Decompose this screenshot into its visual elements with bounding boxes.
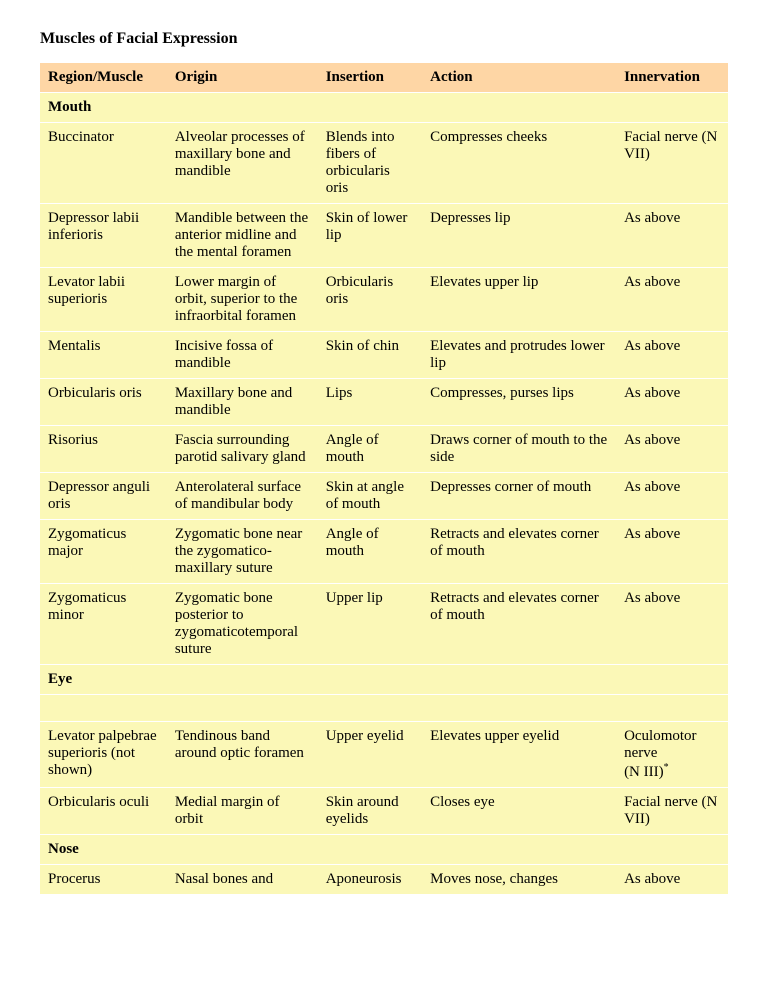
cell-origin: Lower margin of orbit, superior to the i…: [167, 268, 318, 331]
cell-muscle: Zygomaticus major: [40, 520, 167, 583]
cell-insertion: Orbicularis oris: [318, 268, 422, 331]
page-title: Muscles of Facial Expression: [40, 30, 728, 48]
table-row: Zygomaticus minor Zygomatic bone posteri…: [40, 584, 728, 664]
cell-origin: Nasal bones and: [167, 865, 318, 894]
cell-action: Compresses, purses lips: [422, 379, 616, 425]
cell-insertion: Blends into fibers of orbicularis oris: [318, 123, 422, 203]
cell-innervation: As above: [616, 584, 728, 664]
cell-action: Retracts and elevates corner of mouth: [422, 584, 616, 664]
table-row: Mentalis Incisive fossa of mandible Skin…: [40, 332, 728, 378]
col-header-origin: Origin: [167, 63, 318, 92]
col-header-innervation: Innervation: [616, 63, 728, 92]
cell-insertion: Upper eyelid: [318, 722, 422, 787]
cell-action: Elevates upper lip: [422, 268, 616, 331]
table-row: Zygomaticus major Zygomatic bone near th…: [40, 520, 728, 583]
section-mouth: Mouth: [40, 93, 728, 122]
cell-origin: Anterolateral surface of mandibular body: [167, 473, 318, 519]
col-header-insertion: Insertion: [318, 63, 422, 92]
cell-origin: Zygomatic bone near the zygomatico-maxil…: [167, 520, 318, 583]
section-label: Mouth: [40, 93, 728, 122]
cell-innervation: Oculomotor nerve(N III)*: [616, 722, 728, 787]
cell-innervation: As above: [616, 473, 728, 519]
cell-muscle: Orbicularis oculi: [40, 788, 167, 834]
cell-origin: Tendinous band around optic foramen: [167, 722, 318, 787]
cell-innervation: Facial nerve (N VII): [616, 788, 728, 834]
cell-muscle: Zygomaticus minor: [40, 584, 167, 664]
table-row: Procerus Nasal bones and Aponeurosis Mov…: [40, 865, 728, 894]
cell-action: Elevates and protrudes lower lip: [422, 332, 616, 378]
table-row: Orbicularis oris Maxillary bone and mand…: [40, 379, 728, 425]
cell-innervation: As above: [616, 379, 728, 425]
cell-muscle: Depressor labii inferioris: [40, 204, 167, 267]
cell-muscle: Levator labii superioris: [40, 268, 167, 331]
cell-muscle: Procerus: [40, 865, 167, 894]
footnote-marker: *: [664, 762, 669, 773]
cell-innervation: As above: [616, 520, 728, 583]
cell-muscle: Depressor anguli oris: [40, 473, 167, 519]
table-row: Levator labii superioris Lower margin of…: [40, 268, 728, 331]
cell-action: Compresses cheeks: [422, 123, 616, 203]
cell-insertion: Skin of lower lip: [318, 204, 422, 267]
cell-origin: Alveolar processes of maxillary bone and…: [167, 123, 318, 203]
cell-muscle: Mentalis: [40, 332, 167, 378]
table-row: Levator palpebrae superioris (not shown)…: [40, 722, 728, 787]
cell-action: Retracts and elevates corner of mouth: [422, 520, 616, 583]
cell-action: Depresses lip: [422, 204, 616, 267]
table-row: Risorius Fascia surrounding parotid sali…: [40, 426, 728, 472]
cell-innervation: As above: [616, 426, 728, 472]
table-row: Depressor labii inferioris Mandible betw…: [40, 204, 728, 267]
cell-origin: Zygomatic bone posterior to zygomaticote…: [167, 584, 318, 664]
section-label: Nose: [40, 835, 728, 864]
muscles-table: Region/Muscle Origin Insertion Action In…: [40, 62, 728, 895]
cell-innervation: Facial nerve (N VII): [616, 123, 728, 203]
cell-origin: Mandible between the anterior midline an…: [167, 204, 318, 267]
cell-innervation: As above: [616, 204, 728, 267]
cell-muscle: Orbicularis oris: [40, 379, 167, 425]
cell-muscle: Levator palpebrae superioris (not shown): [40, 722, 167, 787]
cell-innervation: As above: [616, 268, 728, 331]
cell-muscle: Risorius: [40, 426, 167, 472]
col-header-action: Action: [422, 63, 616, 92]
table-row: Depressor anguli oris Anterolateral surf…: [40, 473, 728, 519]
cell-origin: Incisive fossa of mandible: [167, 332, 318, 378]
cell-insertion: Angle of mouth: [318, 426, 422, 472]
table-row: Orbicularis oculi Medial margin of orbit…: [40, 788, 728, 834]
cell-origin: Fascia surrounding parotid salivary glan…: [167, 426, 318, 472]
cell-insertion: Skin of chin: [318, 332, 422, 378]
cell-action: Draws corner of mouth to the side: [422, 426, 616, 472]
cell-action: Elevates upper eyelid: [422, 722, 616, 787]
empty-row: [40, 695, 728, 721]
cell-innervation: As above: [616, 865, 728, 894]
cell-innervation: As above: [616, 332, 728, 378]
section-eye: Eye: [40, 665, 728, 694]
col-header-muscle: Region/Muscle: [40, 63, 167, 92]
cell-insertion: Lips: [318, 379, 422, 425]
cell-action: Closes eye: [422, 788, 616, 834]
table-header-row: Region/Muscle Origin Insertion Action In…: [40, 63, 728, 92]
cell-insertion: Aponeurosis: [318, 865, 422, 894]
table-row: Buccinator Alveolar processes of maxilla…: [40, 123, 728, 203]
cell-muscle: Buccinator: [40, 123, 167, 203]
cell-action: Depresses corner of mouth: [422, 473, 616, 519]
cell-insertion: Angle of mouth: [318, 520, 422, 583]
cell-action: Moves nose, changes: [422, 865, 616, 894]
section-label: Eye: [40, 665, 728, 694]
section-nose: Nose: [40, 835, 728, 864]
cell-insertion: Skin at angle of mouth: [318, 473, 422, 519]
cell-origin: Maxillary bone and mandible: [167, 379, 318, 425]
cell-origin: Medial margin of orbit: [167, 788, 318, 834]
cell-insertion: Upper lip: [318, 584, 422, 664]
cell-insertion: Skin around eyelids: [318, 788, 422, 834]
